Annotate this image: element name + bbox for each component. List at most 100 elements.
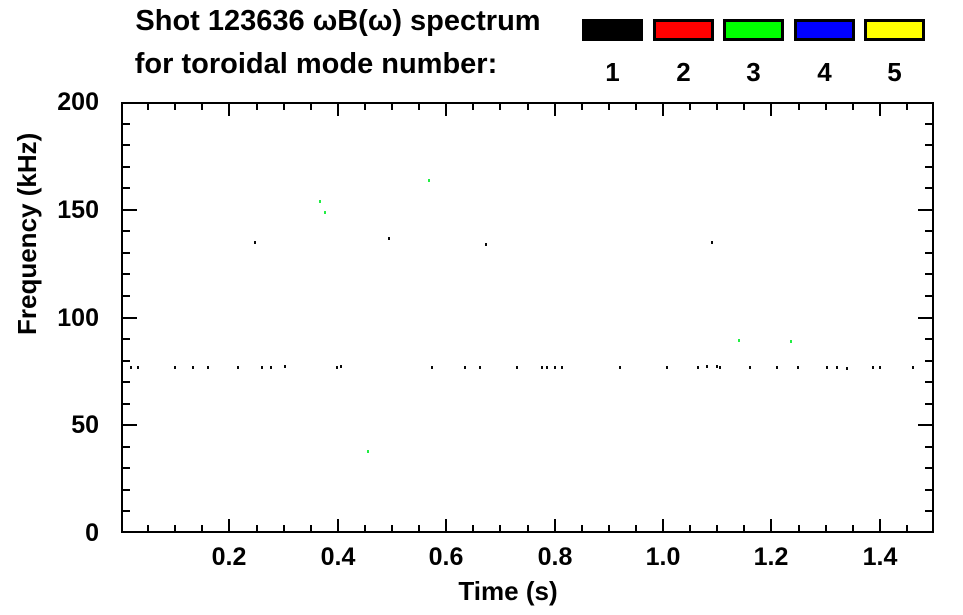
x-minor-tick (499, 525, 501, 531)
data-point-mode-1 (711, 241, 713, 244)
y-minor-tick (925, 230, 932, 232)
data-point-mode-1 (826, 366, 828, 369)
y-minor-tick (123, 144, 130, 146)
data-point-mode-1 (237, 366, 239, 369)
data-point-mode-1 (561, 366, 563, 369)
x-minor-tick (364, 525, 366, 531)
legend-swatch-mode-4 (794, 19, 855, 41)
x-tick-label-1.2: 1.2 (753, 543, 789, 571)
data-point-mode-1 (846, 367, 848, 370)
data-point-mode-1 (836, 366, 838, 369)
x-tick-label-0.8: 0.8 (537, 543, 573, 571)
y-tick-label-50: 50 (71, 411, 99, 439)
y-minor-tick (925, 187, 932, 189)
x-major-tick (879, 104, 881, 116)
legend-label-mode-4: 4 (817, 57, 832, 87)
x-minor-tick (256, 104, 258, 110)
legend-label-mode-1: 1 (605, 57, 620, 87)
x-minor-tick (798, 525, 800, 531)
x-minor-tick (689, 104, 691, 110)
legend-label-mode-3: 3 (746, 57, 761, 87)
x-major-tick (337, 104, 339, 116)
y-minor-tick (925, 338, 932, 340)
data-point-mode-1 (130, 366, 132, 369)
x-minor-tick (283, 104, 285, 110)
x-minor-tick (743, 525, 745, 531)
y-minor-tick (925, 144, 932, 146)
y-minor-tick (123, 295, 130, 297)
x-minor-tick (825, 104, 827, 110)
legend-swatch-mode-2 (653, 19, 714, 41)
x-minor-tick (364, 104, 366, 110)
y-minor-tick (925, 295, 932, 297)
y-minor-tick (123, 403, 130, 405)
y-minor-tick (123, 123, 130, 125)
x-minor-tick (499, 104, 501, 110)
data-point-mode-1 (797, 366, 799, 369)
data-point-mode-1 (485, 243, 487, 246)
x-minor-tick (608, 525, 610, 531)
legend-swatch-mode-1 (582, 19, 643, 41)
y-minor-tick (123, 510, 130, 512)
legend-label-mode-5: 5 (887, 57, 902, 87)
x-minor-tick (174, 104, 176, 110)
x-minor-tick (201, 525, 203, 531)
y-minor-tick (925, 273, 932, 275)
data-point-mode-1 (546, 366, 548, 369)
x-minor-tick (418, 525, 420, 531)
y-tick-label-150: 150 (57, 196, 99, 224)
data-point-mode-1 (706, 365, 708, 368)
x-minor-tick (852, 525, 854, 531)
x-minor-tick (201, 104, 203, 110)
legend-swatch-mode-3 (723, 19, 784, 41)
y-minor-tick (925, 467, 932, 469)
x-minor-tick (635, 525, 637, 531)
y-minor-tick (123, 467, 130, 469)
x-minor-tick (906, 525, 908, 531)
x-minor-tick (391, 525, 393, 531)
data-point-mode-3 (324, 211, 326, 214)
y-minor-tick (123, 273, 130, 275)
y-minor-tick (123, 166, 130, 168)
y-minor-tick (123, 230, 130, 232)
chart-title-line2: for toroidal mode number: (134, 48, 498, 80)
x-major-tick (662, 519, 664, 531)
y-minor-tick (925, 403, 932, 405)
x-minor-tick (716, 104, 718, 110)
data-point-mode-1 (174, 366, 176, 369)
data-point-mode-1 (388, 237, 390, 240)
data-point-mode-1 (479, 366, 481, 369)
data-point-mode-3 (367, 450, 369, 453)
x-minor-tick (527, 525, 529, 531)
x-tick-label-0.4: 0.4 (320, 543, 356, 571)
y-tick-label-200: 200 (57, 88, 99, 116)
x-minor-tick (716, 525, 718, 531)
x-major-tick (228, 519, 230, 531)
x-tick-label-0.6: 0.6 (428, 543, 464, 571)
x-minor-tick (174, 525, 176, 531)
y-minor-tick (925, 360, 932, 362)
x-minor-tick (310, 525, 312, 531)
x-minor-tick (852, 104, 854, 110)
x-minor-tick (147, 104, 149, 110)
x-minor-tick (472, 525, 474, 531)
data-point-mode-1 (431, 366, 433, 369)
y-minor-tick (123, 381, 130, 383)
x-minor-tick (798, 104, 800, 110)
data-point-mode-3 (319, 200, 321, 203)
y-minor-tick (123, 489, 130, 491)
y-minor-tick (925, 446, 932, 448)
x-minor-tick (906, 104, 908, 110)
data-point-mode-1 (192, 366, 194, 369)
y-tick-label-0: 0 (85, 519, 99, 547)
x-minor-tick (418, 104, 420, 110)
x-minor-tick (825, 525, 827, 531)
x-minor-tick (608, 104, 610, 110)
x-major-tick (770, 519, 772, 531)
x-minor-tick (635, 104, 637, 110)
data-point-mode-1 (912, 366, 914, 369)
x-axis-title: Time (s) (458, 576, 558, 606)
x-major-tick (337, 519, 339, 531)
data-point-mode-1 (872, 366, 874, 369)
